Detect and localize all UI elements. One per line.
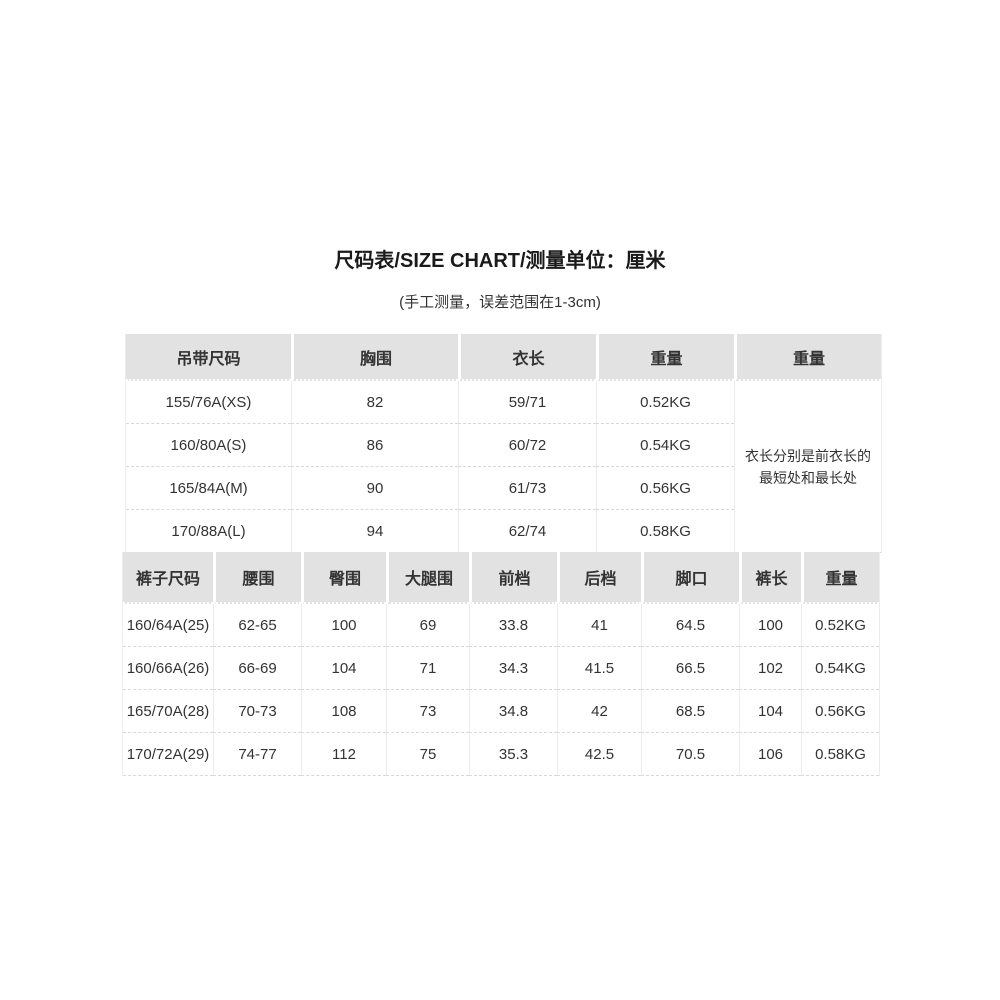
data-cell: 73 bbox=[386, 690, 469, 733]
header-hip: 臀围 bbox=[301, 552, 386, 604]
table-row: 155/76A(XS) 82 59/71 0.52KG 衣长分别是前衣长的最短处… bbox=[126, 381, 881, 553]
data-cell: 41.5 bbox=[557, 647, 641, 690]
header-camisole-size: 吊带尺码 bbox=[126, 334, 291, 381]
data-cell: 75 bbox=[386, 733, 469, 776]
table-row: 165/84A(M) 90 61/73 0.56KG bbox=[126, 467, 881, 510]
data-cell: 100 bbox=[301, 604, 386, 647]
data-cell: 82 bbox=[291, 381, 458, 424]
data-cell: 0.58KG bbox=[596, 510, 734, 553]
table-row: 170/72A(29) 74-77 112 75 35.3 42.5 70.5 … bbox=[123, 733, 879, 776]
data-cell: 0.54KG bbox=[596, 424, 734, 467]
data-cell: 70-73 bbox=[213, 690, 301, 733]
header-pants-length: 裤长 bbox=[739, 552, 801, 604]
pants-size-table: 裤子尺码 腰围 臀围 大腿围 前档 后档 脚口 裤长 重量 160/64A(25… bbox=[122, 552, 880, 776]
header-weight: 重量 bbox=[801, 552, 879, 604]
data-cell: 34.3 bbox=[469, 647, 557, 690]
size-label-cell: 155/76A(XS) bbox=[126, 381, 291, 424]
data-cell: 41 bbox=[557, 604, 641, 647]
size-label-cell: 170/72A(29) bbox=[123, 733, 213, 776]
table-row: 160/64A(25) 62-65 100 69 33.8 41 64.5 10… bbox=[123, 604, 879, 647]
data-cell: 0.56KG bbox=[596, 467, 734, 510]
data-cell: 34.8 bbox=[469, 690, 557, 733]
data-cell: 33.8 bbox=[469, 604, 557, 647]
data-cell: 102 bbox=[739, 647, 801, 690]
pants-header-row: 裤子尺码 腰围 臀围 大腿围 前档 后档 脚口 裤长 重量 bbox=[123, 552, 879, 604]
data-cell: 42 bbox=[557, 690, 641, 733]
data-cell: 66-69 bbox=[213, 647, 301, 690]
data-cell: 0.52KG bbox=[801, 604, 879, 647]
length-note-cell: 衣长分别是前衣长的最短处和最长处 bbox=[734, 381, 881, 553]
table-row: 170/88A(L) 94 62/74 0.58KG bbox=[126, 510, 881, 553]
data-cell: 61/73 bbox=[458, 467, 596, 510]
data-cell: 66.5 bbox=[641, 647, 739, 690]
table-row: 160/80A(S) 86 60/72 0.54KG bbox=[126, 424, 881, 467]
page-subtitle: (手工测量，误差范围在1-3cm) bbox=[399, 294, 601, 311]
data-cell: 60/72 bbox=[458, 424, 596, 467]
header-thigh: 大腿围 bbox=[386, 552, 469, 604]
data-cell: 108 bbox=[301, 690, 386, 733]
data-cell: 104 bbox=[301, 647, 386, 690]
header-weight-note: 重量 bbox=[734, 334, 881, 381]
table-row: 165/70A(28) 70-73 108 73 34.8 42 68.5 10… bbox=[123, 690, 879, 733]
data-cell: 35.3 bbox=[469, 733, 557, 776]
camisole-size-table: 吊带尺码 胸围 衣长 重量 重量 155/76A(XS) 82 59/71 0.… bbox=[125, 334, 882, 553]
data-cell: 112 bbox=[301, 733, 386, 776]
header-back-rise: 后档 bbox=[557, 552, 641, 604]
size-label-cell: 170/88A(L) bbox=[126, 510, 291, 553]
size-label-cell: 160/64A(25) bbox=[123, 604, 213, 647]
data-cell: 86 bbox=[291, 424, 458, 467]
data-cell: 71 bbox=[386, 647, 469, 690]
data-cell: 94 bbox=[291, 510, 458, 553]
data-cell: 104 bbox=[739, 690, 801, 733]
size-label-cell: 165/84A(M) bbox=[126, 467, 291, 510]
header-waist: 腰围 bbox=[213, 552, 301, 604]
header-garment-length: 衣长 bbox=[458, 334, 596, 381]
data-cell: 42.5 bbox=[557, 733, 641, 776]
data-cell: 69 bbox=[386, 604, 469, 647]
data-cell: 0.56KG bbox=[801, 690, 879, 733]
data-cell: 59/71 bbox=[458, 381, 596, 424]
data-cell: 70.5 bbox=[641, 733, 739, 776]
header-weight: 重量 bbox=[596, 334, 734, 381]
size-label-cell: 160/80A(S) bbox=[126, 424, 291, 467]
data-cell: 90 bbox=[291, 467, 458, 510]
data-cell: 106 bbox=[739, 733, 801, 776]
header-leg-opening: 脚口 bbox=[641, 552, 739, 604]
table-row: 160/66A(26) 66-69 104 71 34.3 41.5 66.5 … bbox=[123, 647, 879, 690]
data-cell: 0.52KG bbox=[596, 381, 734, 424]
data-cell: 64.5 bbox=[641, 604, 739, 647]
header-front-rise: 前档 bbox=[469, 552, 557, 604]
size-label-cell: 160/66A(26) bbox=[123, 647, 213, 690]
header-pants-size: 裤子尺码 bbox=[123, 552, 213, 604]
data-cell: 62-65 bbox=[213, 604, 301, 647]
data-cell: 74-77 bbox=[213, 733, 301, 776]
data-cell: 0.54KG bbox=[801, 647, 879, 690]
data-cell: 68.5 bbox=[641, 690, 739, 733]
page-title: 尺码表/SIZE CHART/测量单位：厘米 bbox=[334, 250, 666, 272]
data-cell: 100 bbox=[739, 604, 801, 647]
header-bust: 胸围 bbox=[291, 334, 458, 381]
data-cell: 62/74 bbox=[458, 510, 596, 553]
camisole-header-row: 吊带尺码 胸围 衣长 重量 重量 bbox=[126, 334, 881, 381]
data-cell: 0.58KG bbox=[801, 733, 879, 776]
size-label-cell: 165/70A(28) bbox=[123, 690, 213, 733]
